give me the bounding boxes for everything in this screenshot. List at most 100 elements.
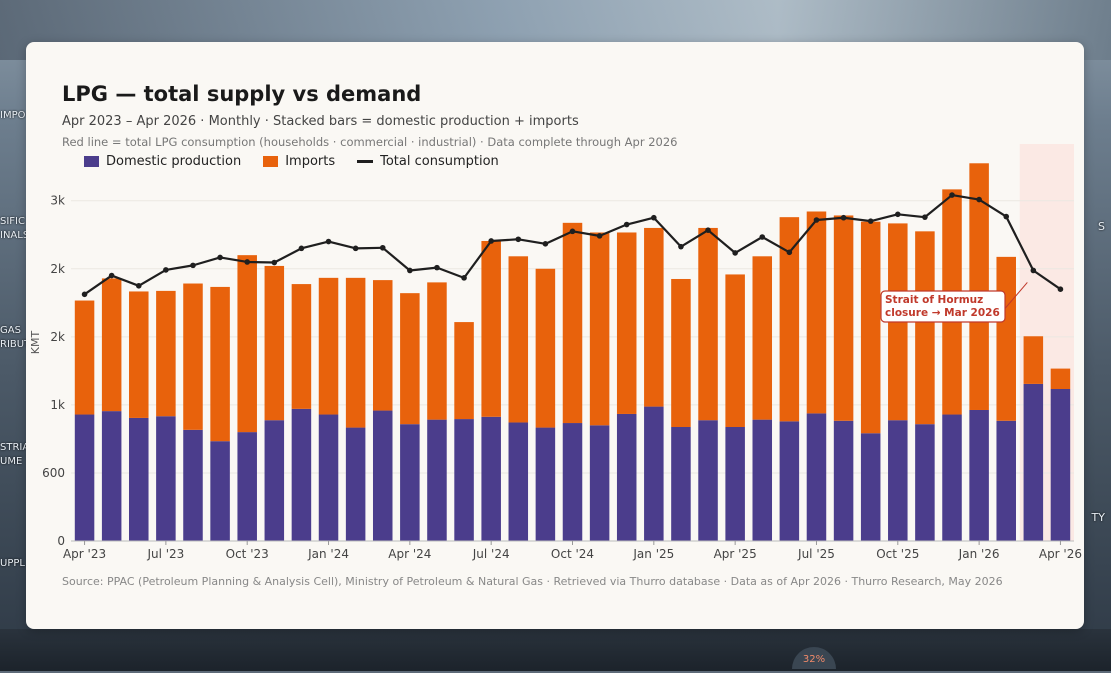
bar-domestic <box>183 429 203 541</box>
y-axis-label: KMT <box>29 331 42 355</box>
y-tick-label: 600 <box>42 466 65 480</box>
bar-imports <box>400 293 420 425</box>
background-label: RIBUT <box>0 339 31 350</box>
bar-imports <box>264 265 285 421</box>
annotation-leader <box>1004 282 1028 309</box>
bar-imports <box>454 322 474 420</box>
chart-source: Source: PPAC (Petroleum Planning & Analy… <box>62 575 1003 588</box>
consumption-point <box>759 234 766 240</box>
legend-label-domestic: Domestic production <box>106 154 242 169</box>
bar-domestic <box>752 419 773 541</box>
bar-domestic <box>915 424 935 541</box>
x-tick-label: Jan '25 <box>632 547 674 561</box>
bar-imports <box>74 300 95 415</box>
consumption-point <box>81 291 88 298</box>
consumption-point <box>840 214 847 221</box>
bar-domestic <box>644 406 664 541</box>
consumption-point <box>271 259 278 266</box>
bar-domestic <box>942 414 962 541</box>
bar-domestic <box>74 414 95 541</box>
background-label: SIFIC <box>0 216 25 227</box>
bar-imports <box>345 277 366 428</box>
x-tick-label: Apr '26 <box>1039 547 1082 561</box>
bar-domestic <box>454 419 474 541</box>
consumption-point <box>461 275 467 281</box>
consumption-point <box>190 262 196 269</box>
chart-legend: Domestic production Imports Total consum… <box>84 154 499 169</box>
background-label: STRIA <box>0 442 30 453</box>
stacked-bar-line-chart: 0 600 1k 2k 2k 3k KMT Apr '23 Jul '23 Oct '23 Jan … <box>29 144 1082 561</box>
legend-label-imports: Imports <box>285 154 336 169</box>
legend-item-consumption: Total consumption <box>357 154 499 169</box>
bar-imports <box>915 231 935 425</box>
bar-imports <box>996 256 1016 421</box>
background-badge: 32% <box>792 647 836 669</box>
x-tick-label: Oct '25 <box>876 547 919 561</box>
x-tick-label: Jan '24 <box>307 547 349 561</box>
consumption-point <box>352 245 359 252</box>
chart-subtitle: Apr 2023 – Apr 2026 · Monthly · Stacked … <box>62 114 579 129</box>
chart-card: LPG — total supply vs demand Apr 2023 – … <box>26 42 1084 629</box>
y-tick-label: 2k <box>50 262 65 276</box>
background-label: INALS <box>0 230 30 241</box>
consumption-point <box>922 214 928 220</box>
consumption-point <box>949 192 955 198</box>
legend-label-consumption: Total consumption <box>380 154 499 169</box>
consumption-point <box>407 267 413 274</box>
y-tick-label: 2k <box>50 330 65 344</box>
consumption-point <box>867 218 874 224</box>
bar-domestic <box>345 427 366 541</box>
x-tick-label: Apr '24 <box>388 547 431 561</box>
bar-domestic <box>779 421 800 541</box>
bar-imports <box>698 227 718 421</box>
background-label: UME <box>0 456 23 467</box>
bar-imports <box>508 256 529 423</box>
legend-swatch-domestic <box>84 156 99 167</box>
consumption-point <box>596 233 603 239</box>
consumption-point <box>894 211 901 218</box>
background-label: GAS <box>0 325 21 336</box>
bar-imports <box>183 283 203 430</box>
bar-domestic <box>508 422 529 541</box>
background-label: UPPL <box>0 558 25 569</box>
consumption-point <box>515 236 522 243</box>
bar-domestic <box>372 410 393 541</box>
bar-imports <box>237 255 257 433</box>
bar-imports <box>156 290 176 417</box>
annotation-text: Strait of Hormuz <box>885 294 983 306</box>
consumption-point <box>135 282 142 289</box>
x-tick-label: Jul '23 <box>146 547 184 561</box>
consumption-point <box>786 249 793 256</box>
bar-domestic <box>996 420 1016 541</box>
consumption-point <box>651 214 657 221</box>
consumption-point <box>108 272 115 279</box>
bar-domestic <box>562 423 583 541</box>
bar-domestic <box>616 413 637 541</box>
consumption-point <box>488 238 494 244</box>
consumption-point <box>1003 213 1010 220</box>
x-tick-label: Jul '25 <box>797 547 835 561</box>
background-label: TY <box>1091 511 1105 524</box>
bar-imports <box>671 278 691 428</box>
x-tick-label: Apr '23 <box>63 547 106 561</box>
x-tick-label: Jul '24 <box>472 547 510 561</box>
bar-domestic <box>888 420 908 541</box>
consumption-point <box>732 250 738 256</box>
consumption-point <box>542 241 549 247</box>
consumption-point <box>434 264 440 271</box>
legend-swatch-imports <box>263 156 279 167</box>
x-tick-label: Jan '26 <box>958 547 1000 561</box>
bar-domestic <box>698 420 718 541</box>
consumption-point <box>813 217 820 223</box>
bar-imports <box>752 256 773 420</box>
chart-note: Red line = total LPG consumption (househ… <box>62 135 678 149</box>
x-tick-label: Oct '24 <box>551 547 594 561</box>
bar-imports <box>210 286 230 442</box>
bar-imports <box>1050 368 1071 390</box>
bar-domestic <box>427 419 447 541</box>
bar-imports <box>725 274 745 428</box>
bar-imports <box>969 163 989 410</box>
bar-imports <box>129 291 149 418</box>
y-tick-label: 3k <box>50 194 65 208</box>
consumption-point <box>298 245 305 252</box>
